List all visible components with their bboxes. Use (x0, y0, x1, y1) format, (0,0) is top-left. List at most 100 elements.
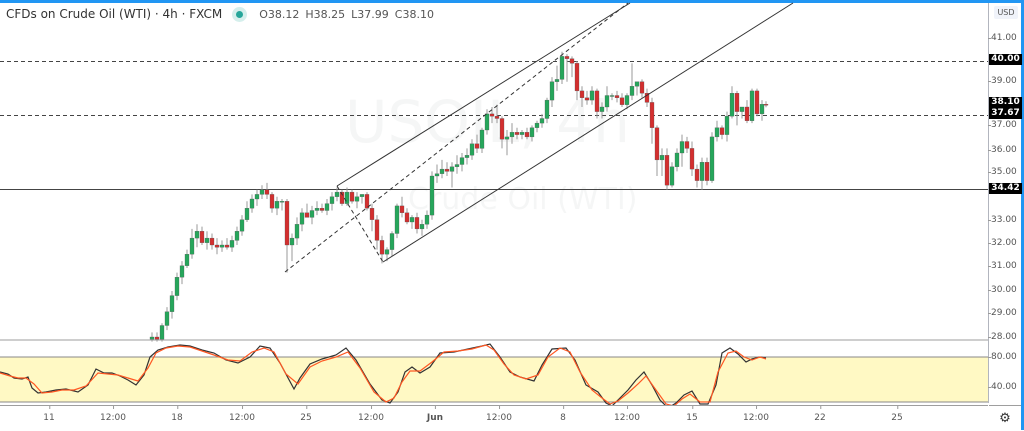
candle-body (699, 162, 705, 181)
candle-body (434, 173, 440, 177)
candle-body (409, 217, 415, 223)
candle-body (684, 141, 690, 149)
right-accent-bar (1021, 0, 1024, 430)
candle-body (544, 99, 550, 119)
candle-body (319, 208, 325, 211)
candle-body (289, 237, 295, 246)
candle-body (329, 196, 335, 204)
price-tick-label: 39.00 (988, 76, 1017, 86)
candle-body (389, 233, 395, 250)
candle-body (444, 168, 450, 172)
time-tick-label: 22 (814, 406, 826, 423)
candle-body (269, 194, 275, 209)
price-tick-label: 41.00 (988, 33, 1017, 43)
candle-body (629, 86, 635, 96)
candle-body (589, 90, 595, 101)
time-tick-label: 25 (891, 406, 903, 423)
candle-body (634, 81, 640, 87)
candle-body (689, 148, 695, 170)
time-tick-label: 12:00 (358, 406, 384, 423)
time-tick-label: 25 (300, 406, 312, 423)
price-level-badge: 37.67 (989, 108, 1022, 119)
candle-body (209, 237, 215, 246)
candle-body (464, 155, 470, 158)
low-value: L37.99 (351, 7, 389, 21)
channel-trendline (336, 185, 384, 263)
candle-body (404, 212, 410, 223)
candle-body (199, 231, 205, 243)
candle-body (359, 194, 365, 197)
candle-body (369, 208, 375, 220)
candle-body (534, 122, 540, 128)
candle-body (734, 93, 740, 112)
candle-body (604, 95, 610, 108)
candle-body (414, 217, 420, 230)
oscillator-band (0, 357, 988, 402)
time-tick-label: 8 (560, 406, 566, 423)
candle-body (224, 244, 230, 248)
candle-body (244, 208, 250, 220)
candle-body (763, 104, 769, 106)
time-tick-label: 12:00 (614, 406, 640, 423)
candle-body (364, 194, 370, 209)
price-axis[interactable]: USD 41.00 39.00 37.00 36.00 35.00 33.00 32.00 3… (988, 3, 1022, 403)
time-axis[interactable]: 11 12:00 18 12:00 25 12:00 Jun 12:00 8 12:00 15 12:… (0, 405, 988, 431)
top-accent-bar (0, 0, 1024, 3)
time-tick-label: 12:00 (229, 406, 255, 423)
candle-body (649, 102, 655, 128)
candle-body (424, 214, 430, 225)
candle-body (264, 189, 270, 195)
symbol-title[interactable]: CFDs on Crude Oil (WTI) · 4h · FXCM (6, 7, 223, 21)
time-tick-label: Jun (426, 406, 444, 423)
chart-legend: CFDs on Crude Oil (WTI) · 4h · FXCM O38.… (6, 6, 440, 22)
candle-body (179, 265, 185, 278)
candle-body (254, 194, 260, 200)
candle-body (499, 118, 505, 140)
candle-body (659, 155, 665, 161)
candle-body (449, 166, 455, 172)
price-level-badge: 34.42 (989, 183, 1022, 194)
time-tick-label: 15 (686, 406, 698, 423)
candle-body (439, 168, 445, 174)
settings-gear-icon[interactable]: ⚙ (989, 405, 1021, 431)
price-chart[interactable] (0, 0, 988, 405)
candle-body (304, 212, 310, 218)
channel-trendline (336, 2, 631, 187)
candle-body (514, 132, 520, 135)
candle-body (599, 106, 605, 112)
open-value: O38.12 (259, 7, 300, 21)
candle-body (614, 95, 620, 98)
candle-body (164, 311, 170, 326)
candle-body (719, 127, 725, 135)
price-tick-label: 31.00 (988, 261, 1017, 271)
candle-body (399, 205, 405, 213)
candle-body (574, 63, 580, 92)
candle-body (549, 81, 555, 101)
time-tick-label: 12:00 (743, 406, 769, 423)
price-level-badge: 38.10 (989, 97, 1022, 108)
candle-body (229, 240, 235, 248)
candle-body (279, 201, 285, 203)
time-tick-label: 18 (171, 406, 183, 423)
candle-body (344, 191, 350, 204)
time-tick-label: 12:00 (486, 406, 512, 423)
price-tick-label: 30.00 (988, 285, 1017, 295)
price-tick-label: 28.00 (988, 332, 1017, 342)
candle-body (664, 155, 670, 186)
candle-body (219, 244, 225, 248)
stoch-d-line (0, 344, 767, 405)
candle-body (274, 201, 280, 209)
candle-body (674, 152, 680, 167)
price-tick-label: 35.00 (988, 167, 1017, 177)
candle-body (709, 136, 715, 181)
candle-body (744, 106, 750, 121)
candle-body (729, 93, 735, 117)
candle-body (234, 231, 240, 241)
candle-body (619, 97, 625, 105)
candle-body (299, 212, 305, 225)
candle-body (374, 219, 380, 241)
currency-label[interactable]: USD (994, 6, 1018, 19)
candle-body (524, 132, 530, 138)
candle-body (739, 106, 745, 112)
price-tick-label: 29.00 (988, 308, 1017, 318)
